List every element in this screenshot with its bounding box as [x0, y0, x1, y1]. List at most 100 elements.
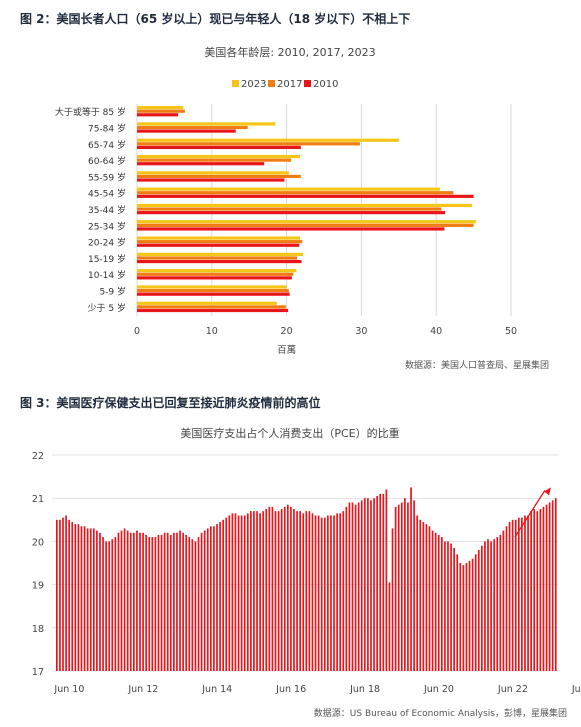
- legend-label-2010: 2010: [313, 79, 338, 90]
- category-label: 25-34 岁: [88, 220, 126, 232]
- column-bar: [314, 515, 317, 671]
- column-bar: [219, 521, 221, 671]
- y-tick-label: 22: [32, 451, 44, 462]
- category-label: 15-19 岁: [88, 253, 126, 265]
- bar-2023: [137, 171, 289, 175]
- column-bar: [388, 582, 391, 671]
- column-bar: [407, 502, 409, 671]
- legend-label-2023: 2023: [241, 79, 266, 90]
- bar-2010: [137, 259, 302, 264]
- column-bar: [354, 504, 357, 671]
- column-bar: [102, 537, 104, 671]
- column-bar: [440, 537, 443, 671]
- column-bar: [246, 513, 249, 671]
- column-bar: [397, 504, 400, 671]
- column-bar: [496, 537, 499, 671]
- column-bar: [345, 506, 348, 671]
- column-bar: [474, 554, 477, 671]
- column-bar: [99, 532, 101, 671]
- bar-2017: [137, 142, 360, 146]
- column-bar: [320, 517, 323, 671]
- column-bar: [447, 541, 449, 671]
- column-bar: [173, 532, 175, 671]
- column-bar: [453, 547, 455, 671]
- column-bar: [422, 521, 425, 671]
- column-bar: [514, 519, 517, 671]
- bar-2010: [137, 162, 265, 166]
- column-bar: [209, 526, 212, 671]
- column-bar: [327, 515, 329, 671]
- column-bar: [360, 500, 363, 671]
- column-bar: [225, 517, 228, 671]
- column-bar: [370, 500, 372, 671]
- column-bar: [120, 530, 123, 671]
- column-bar: [428, 526, 431, 671]
- column-bar: [551, 500, 554, 671]
- column-bar: [169, 534, 172, 671]
- legend-swatch-2017: [268, 80, 275, 87]
- column-bar: [96, 530, 98, 671]
- figure2-source: 数据源：美国人口普查局、星展集团: [404, 361, 549, 371]
- column-bar: [200, 532, 203, 671]
- column-bar: [416, 515, 419, 671]
- x-tick-label: Jun 20: [423, 684, 454, 695]
- x-tick-label: 50: [505, 326, 517, 337]
- x-tick-label: Jun 16: [275, 684, 306, 695]
- column-bar: [311, 513, 314, 671]
- trend-arrow-line: [514, 490, 546, 538]
- column-bar: [83, 526, 86, 671]
- bar-2023: [137, 154, 301, 159]
- x-tick-label: Jun 22: [497, 684, 528, 695]
- column-bar: [59, 519, 61, 671]
- figure3-source: 数据源：US Bureau of Economic Analysis，彭博，星展…: [313, 709, 567, 719]
- column-bar: [456, 554, 459, 671]
- x-tick-label: Jun 10: [53, 684, 84, 695]
- x-tick-label: 20: [281, 326, 293, 337]
- bar-2023: [137, 252, 304, 256]
- column-bar: [265, 509, 268, 671]
- column-bar: [92, 528, 95, 671]
- column-bar: [490, 541, 492, 671]
- x-tick-label: Jun 18: [349, 684, 380, 695]
- column-bar: [243, 515, 246, 671]
- column-bar: [413, 500, 415, 671]
- column-bar: [194, 541, 197, 671]
- column-bar: [296, 511, 298, 671]
- bar-2010: [137, 129, 236, 133]
- column-bar: [216, 524, 218, 671]
- bar-2023: [137, 187, 440, 191]
- column-bar: [132, 532, 135, 671]
- column-bar: [527, 515, 529, 671]
- column-bar: [521, 517, 523, 671]
- column-bar: [206, 528, 209, 671]
- column-bar: [484, 541, 486, 671]
- column-bar: [188, 537, 191, 671]
- column-bar: [123, 528, 126, 671]
- column-bar: [333, 515, 335, 671]
- column-bar: [256, 511, 258, 671]
- figure2-heading: 图 2：美国长者人口（65 岁以上）现已与年轻人（18 岁以下）不相上下: [20, 12, 411, 26]
- column-bar: [542, 506, 545, 671]
- column-bar: [487, 539, 489, 671]
- column-bar: [268, 506, 271, 671]
- bar-2023: [137, 269, 297, 273]
- column-bar: [468, 560, 471, 671]
- column-bar: [231, 513, 234, 671]
- column-bar: [62, 517, 64, 671]
- column-bar: [400, 502, 403, 671]
- x-tick-label: Jun 14: [201, 684, 232, 695]
- column-bar: [481, 545, 483, 671]
- column-bar: [240, 515, 243, 671]
- column-bar: [77, 524, 80, 671]
- bar-2023: [137, 106, 184, 110]
- bar-2010: [137, 113, 179, 117]
- column-bar: [286, 504, 289, 671]
- bar-2017: [137, 125, 248, 130]
- column-bar: [339, 513, 342, 671]
- column-bar: [539, 509, 542, 671]
- column-bar: [213, 526, 215, 671]
- category-label: 65-74 岁: [88, 139, 126, 151]
- bar-2010: [137, 194, 474, 198]
- age-bar-chart: 美国各年龄层: 2010, 2017, 2023 2023 2017 2010 0 10 2…: [55, 45, 517, 356]
- y-tick-label: 17: [32, 667, 44, 678]
